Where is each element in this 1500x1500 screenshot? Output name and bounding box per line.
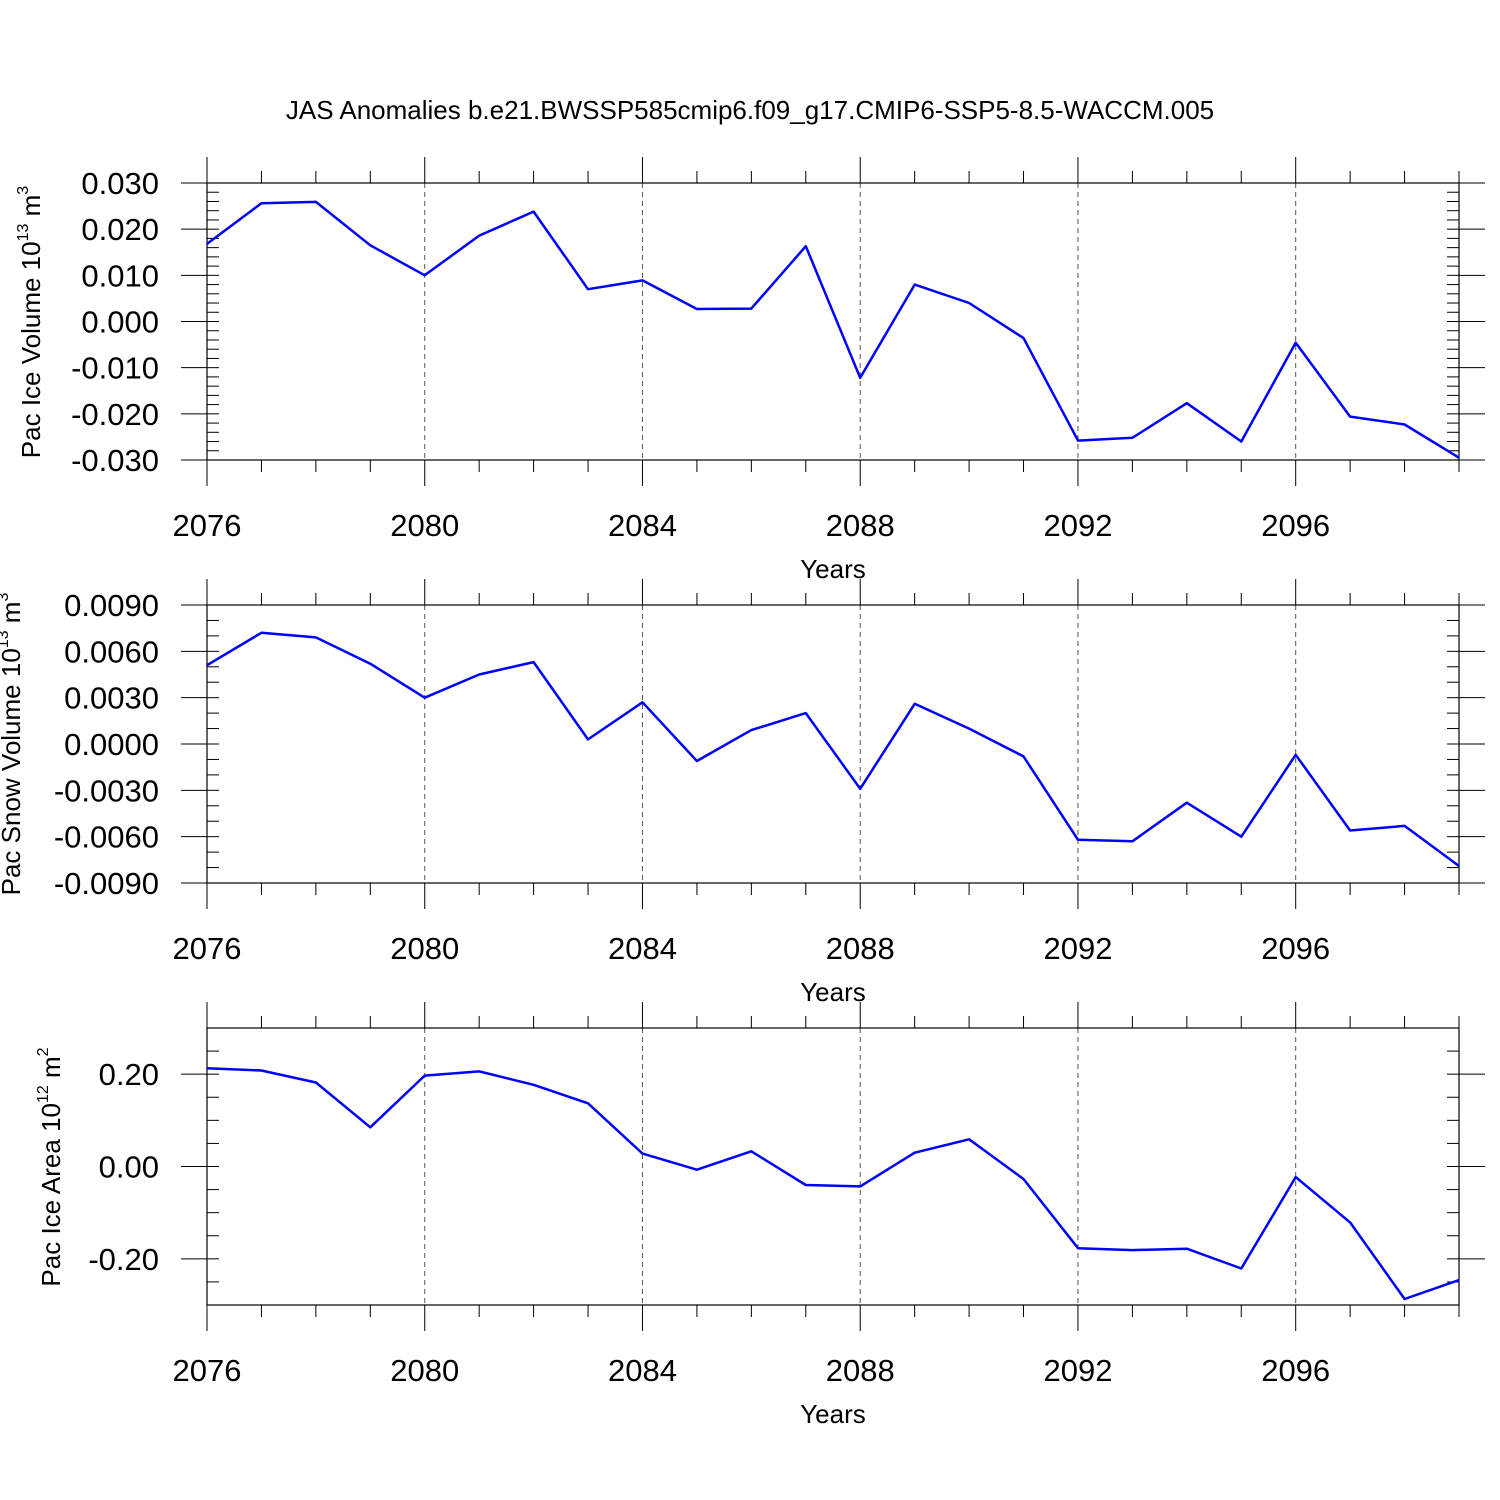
y-tick-label: -0.20 (88, 1242, 159, 1277)
y-tick-label: 0.0060 (64, 634, 159, 669)
y-axis-title-unit-exponent: 2 (35, 1047, 52, 1056)
y-axis-title-text: Pac Ice Volume 10 (16, 241, 46, 458)
x-tick-label: 2084 (608, 931, 677, 966)
x-tick-label: 2096 (1261, 931, 1330, 966)
x-tick-label: 2084 (608, 1353, 677, 1388)
y-tick-label: -0.010 (71, 351, 159, 386)
x-tick-label: 2088 (826, 931, 895, 966)
y-axis-title: Pac Snow Volume 1013 m3 (0, 593, 26, 896)
y-tick-label: 0.20 (99, 1057, 159, 1092)
y-axis-title-unit: m (36, 1056, 66, 1085)
y-tick-label: 0.0000 (64, 727, 159, 762)
series-line (206, 631, 1460, 868)
y-tick-label: 0.0030 (64, 681, 159, 716)
y-axis-title-unit-exponent: 3 (0, 593, 12, 602)
y-axis-title-unit-exponent: 3 (15, 186, 32, 195)
chart-title: JAS Anomalies b.e21.BWSSP585cmip6.f09_g1… (286, 95, 1214, 125)
x-axis-title: Years (800, 1399, 866, 1429)
series-line (206, 1066, 1460, 1301)
y-axis-title-exponent: 13 (15, 223, 32, 241)
x-tick-label: 2088 (826, 1353, 895, 1388)
x-tick-label: 2080 (390, 1353, 459, 1388)
x-tick-label: 2084 (608, 508, 677, 543)
y-tick-label: 0.00 (99, 1150, 159, 1185)
y-tick-label: 0.0090 (64, 588, 159, 623)
y-axis-title-exponent: 13 (0, 630, 12, 648)
y-axis-title-unit: m (16, 195, 46, 224)
y-tick-label: -0.0060 (54, 820, 159, 855)
y-axis-title-text: Pac Snow Volume 10 (0, 648, 26, 895)
y-axis-title-unit: m (0, 602, 26, 631)
chart-panel-2: 0.0090 0.0060 0.0030 0.0000 -0.0030 -0.0060 -0… (0, 579, 1485, 1007)
y-tick-label: -0.0090 (54, 866, 159, 901)
x-tick-label: 2092 (1043, 1353, 1112, 1388)
x-tick-label: 2076 (173, 931, 242, 966)
y-axis-title: Pac Ice Area 1012 m2 (35, 1047, 66, 1286)
series-line (206, 200, 1460, 459)
y-tick-label: 0.000 (81, 305, 159, 340)
x-tick-label: 2080 (390, 508, 459, 543)
y-tick-label: -0.0030 (54, 773, 159, 808)
y-axis-title-text: Pac Ice Area 10 (36, 1103, 66, 1287)
x-tick-label: 2096 (1261, 1353, 1330, 1388)
y-tick-label: -0.030 (71, 443, 159, 478)
y-tick-label: 0.020 (81, 212, 159, 247)
y-axis-title: Pac Ice Volume 1013 m3 (15, 186, 46, 459)
chart-panel-3: 0.20 0.00 -0.20 2076 2080 2084 2088 2092 2096 Yea… (35, 1002, 1485, 1429)
x-tick-label: 2076 (173, 1353, 242, 1388)
x-tick-label: 2096 (1261, 508, 1330, 543)
y-tick-label: -0.020 (71, 397, 159, 432)
chart-panel-1: 0.030 0.020 0.010 0.000 -0.010 -0.020 -0.030 20… (15, 157, 1485, 584)
chart-panels: 0.0300.0200.0100.000-0.010-0.020-0.03020… (0, 157, 1485, 1429)
x-axis-title: Years (800, 977, 866, 1007)
x-tick-label: 2080 (390, 931, 459, 966)
x-tick-label: 2076 (173, 508, 242, 543)
x-axis-title: Years (800, 554, 866, 584)
x-tick-label: 2092 (1043, 931, 1112, 966)
y-tick-label: 0.030 (81, 166, 159, 201)
x-tick-label: 2092 (1043, 508, 1112, 543)
y-tick-label: 0.010 (81, 258, 159, 293)
x-tick-label: 2088 (826, 508, 895, 543)
y-axis-title-exponent: 12 (35, 1085, 52, 1103)
